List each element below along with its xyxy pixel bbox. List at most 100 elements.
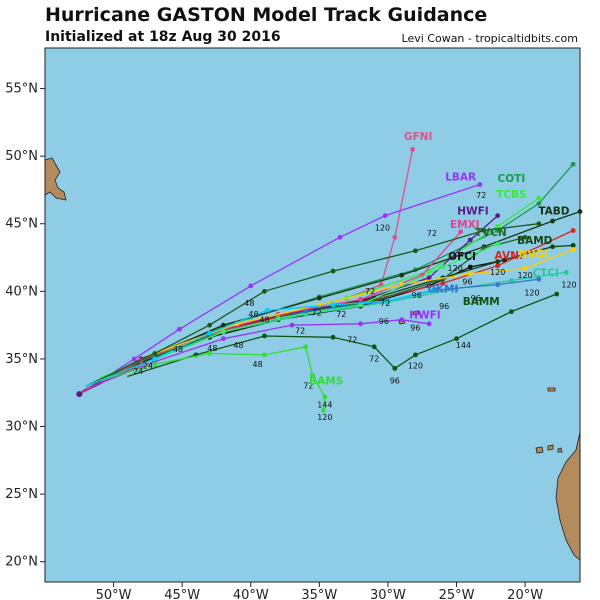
track-point bbox=[467, 271, 473, 277]
hour-label: 72 bbox=[312, 309, 322, 318]
track-point bbox=[152, 356, 158, 362]
model-label: GFNI bbox=[404, 131, 433, 143]
track-point bbox=[570, 161, 576, 167]
initial-position-marker bbox=[76, 391, 83, 398]
track-point bbox=[392, 234, 398, 240]
hour-label: 48 bbox=[259, 315, 269, 324]
track-point bbox=[392, 366, 398, 371]
hour-label: 96 bbox=[379, 317, 389, 326]
track-point bbox=[289, 322, 295, 328]
track-point bbox=[207, 322, 213, 328]
hour-label: 120 bbox=[408, 361, 423, 370]
iberia-africa-land bbox=[555, 431, 581, 561]
track-point bbox=[440, 264, 446, 270]
model-label: HWFI bbox=[409, 309, 440, 321]
hour-label: 72 bbox=[427, 229, 437, 238]
track-point bbox=[248, 283, 254, 289]
track-point bbox=[522, 265, 528, 271]
track-point bbox=[570, 247, 576, 252]
x-tick-label: 30°W bbox=[370, 588, 406, 600]
track-point bbox=[536, 276, 542, 282]
forecast-hour-labels: 120 48 72 120 120 120 120 72 96 120 144 96 48 72 144 12… bbox=[133, 191, 576, 422]
canary-land bbox=[535, 387, 563, 454]
hour-label: 72 bbox=[347, 336, 357, 345]
track-point bbox=[570, 242, 576, 248]
hour-label: 24 bbox=[143, 361, 153, 370]
y-tick-label: 35°N bbox=[5, 352, 38, 367]
track-point bbox=[426, 321, 432, 327]
track-point bbox=[495, 263, 501, 269]
track-line bbox=[85, 223, 539, 387]
track-point bbox=[509, 278, 514, 283]
track-point bbox=[495, 241, 501, 247]
track-point bbox=[262, 288, 267, 294]
hour-label: 96 bbox=[410, 324, 420, 333]
model-label: UKMI bbox=[427, 284, 458, 296]
track-point bbox=[382, 213, 388, 219]
hour-label: 120 bbox=[517, 271, 532, 280]
track-point bbox=[152, 361, 158, 367]
hour-label: 72 bbox=[476, 191, 486, 200]
track-point bbox=[322, 394, 328, 400]
track-point bbox=[220, 329, 226, 335]
track-bamm bbox=[127, 291, 560, 378]
track-point bbox=[554, 291, 560, 297]
model-label: COTI bbox=[498, 173, 526, 185]
hour-label: 96 bbox=[471, 294, 481, 303]
track-clip bbox=[85, 317, 432, 390]
model-label: AVNI bbox=[495, 250, 523, 262]
track-point bbox=[467, 264, 473, 270]
model-label: EMXI bbox=[450, 219, 480, 231]
model-label: OFCI bbox=[448, 251, 476, 263]
hour-label: 72 bbox=[295, 326, 305, 335]
british-isles-land bbox=[44, 157, 67, 201]
track-point bbox=[481, 228, 487, 233]
track-point bbox=[477, 182, 483, 187]
track-point bbox=[321, 407, 326, 413]
model-label: TCBS bbox=[496, 189, 526, 201]
track-point bbox=[509, 309, 514, 315]
y-axis: 20°N 25°N 30°N 35°N 40°N 45°N 50°N 55°N bbox=[5, 82, 45, 570]
y-tick-label: 40°N bbox=[5, 284, 38, 299]
x-tick-label: 50°W bbox=[96, 588, 132, 600]
hour-label: 120 bbox=[448, 264, 463, 273]
track-point bbox=[220, 336, 226, 342]
track-point bbox=[337, 234, 343, 240]
land bbox=[44, 157, 581, 561]
track-point bbox=[412, 248, 418, 254]
hour-label: 24 bbox=[133, 367, 143, 376]
x-tick-label: 35°W bbox=[301, 588, 337, 600]
track-line bbox=[85, 248, 574, 387]
y-tick-label: 50°N bbox=[5, 149, 38, 164]
track-point bbox=[262, 333, 267, 339]
hour-label: 120 bbox=[317, 413, 332, 422]
track-point bbox=[131, 356, 137, 362]
hour-label: 144 bbox=[456, 341, 471, 350]
track-point bbox=[495, 224, 501, 229]
track-point bbox=[570, 228, 576, 233]
hour-label: 48 bbox=[244, 299, 254, 308]
hour-label: 96 bbox=[462, 278, 472, 287]
track-point bbox=[563, 270, 569, 275]
hour-label: 72 bbox=[303, 382, 313, 391]
hour-label: 48 bbox=[248, 310, 258, 319]
model-label: NVGI bbox=[519, 249, 548, 261]
track-point bbox=[550, 218, 555, 224]
track-gfdi bbox=[85, 287, 436, 387]
track-dshp bbox=[85, 221, 542, 387]
track-point bbox=[264, 307, 270, 313]
model-label: CTCI bbox=[532, 267, 558, 279]
hour-label: 48 bbox=[253, 360, 263, 369]
model-label: BAMM bbox=[463, 296, 500, 308]
track-point bbox=[495, 213, 501, 219]
track-point bbox=[330, 268, 336, 274]
track-point bbox=[275, 315, 281, 321]
hour-label: 120 bbox=[524, 288, 539, 297]
x-tick-label: 40°W bbox=[233, 588, 269, 600]
model-label: TABD bbox=[538, 205, 569, 217]
track-point bbox=[358, 302, 363, 308]
y-tick-label: 30°N bbox=[5, 420, 38, 435]
track-point bbox=[410, 146, 416, 152]
model-labels: GFNI LBAR COTI TCBS HWFI TABD OFCI AVNI BAMD TVCN… bbox=[309, 131, 570, 388]
track-point bbox=[207, 330, 213, 336]
